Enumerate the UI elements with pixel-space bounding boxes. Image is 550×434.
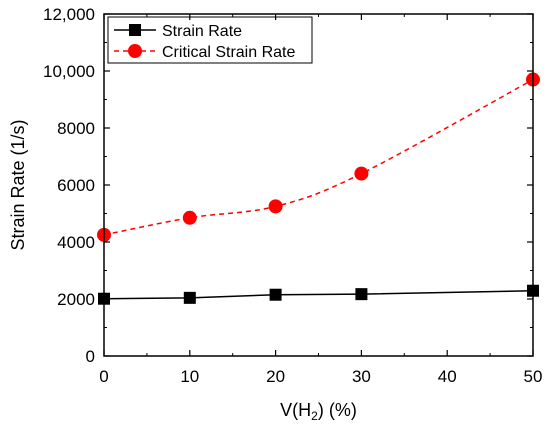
series-point-circle bbox=[182, 210, 197, 225]
plot-frame bbox=[103, 13, 534, 357]
x-tick-label: 50 bbox=[524, 367, 543, 386]
series-point-circle bbox=[268, 199, 283, 214]
y-tick-label: 8000 bbox=[57, 119, 95, 138]
legend-marker-square bbox=[129, 24, 141, 36]
y-tick-label: 12,000 bbox=[43, 5, 95, 24]
y-tick-label: 0 bbox=[86, 347, 95, 366]
series-point-circle bbox=[354, 166, 369, 181]
y-tick-label: 2000 bbox=[57, 290, 95, 309]
x-tick-label: 20 bbox=[266, 367, 285, 386]
y-tick-label: 6000 bbox=[57, 176, 95, 195]
series-point-square bbox=[183, 291, 196, 304]
series-line-1 bbox=[103, 78, 534, 236]
plot-area bbox=[97, 72, 540, 305]
y-axis-title: Strain Rate (1/s) bbox=[8, 119, 28, 250]
legend-box bbox=[107, 16, 313, 64]
x-axis-title-suffix: ) (%) bbox=[318, 400, 357, 420]
x-tick-label: 40 bbox=[438, 367, 457, 386]
series-point-square bbox=[269, 288, 282, 301]
x-tick-label: 0 bbox=[99, 367, 108, 386]
axes: 0 10 20 30 40 50 0 2000 4000 6000 8000 10,000 12,000 bbox=[43, 5, 542, 386]
y-tick-label: 4000 bbox=[57, 233, 95, 252]
x-tick-label: 30 bbox=[352, 367, 371, 386]
x-axis-title-subscript: 2 bbox=[311, 409, 318, 423]
legend: Strain Rate Critical Strain Rate bbox=[107, 16, 313, 64]
x-axis-title-prefix: V(H bbox=[280, 400, 311, 420]
legend-entry-label: Strain Rate bbox=[162, 23, 242, 40]
y-tick-label: 10,000 bbox=[43, 62, 95, 81]
series-line-0 bbox=[103, 289, 534, 300]
x-tick-label: 10 bbox=[180, 367, 199, 386]
legend-entry-label: Critical Strain Rate bbox=[162, 44, 295, 61]
x-axis-title: V(H2) (%) bbox=[280, 400, 357, 423]
legend-marker-circle bbox=[128, 44, 142, 58]
series-point-square bbox=[355, 288, 368, 301]
